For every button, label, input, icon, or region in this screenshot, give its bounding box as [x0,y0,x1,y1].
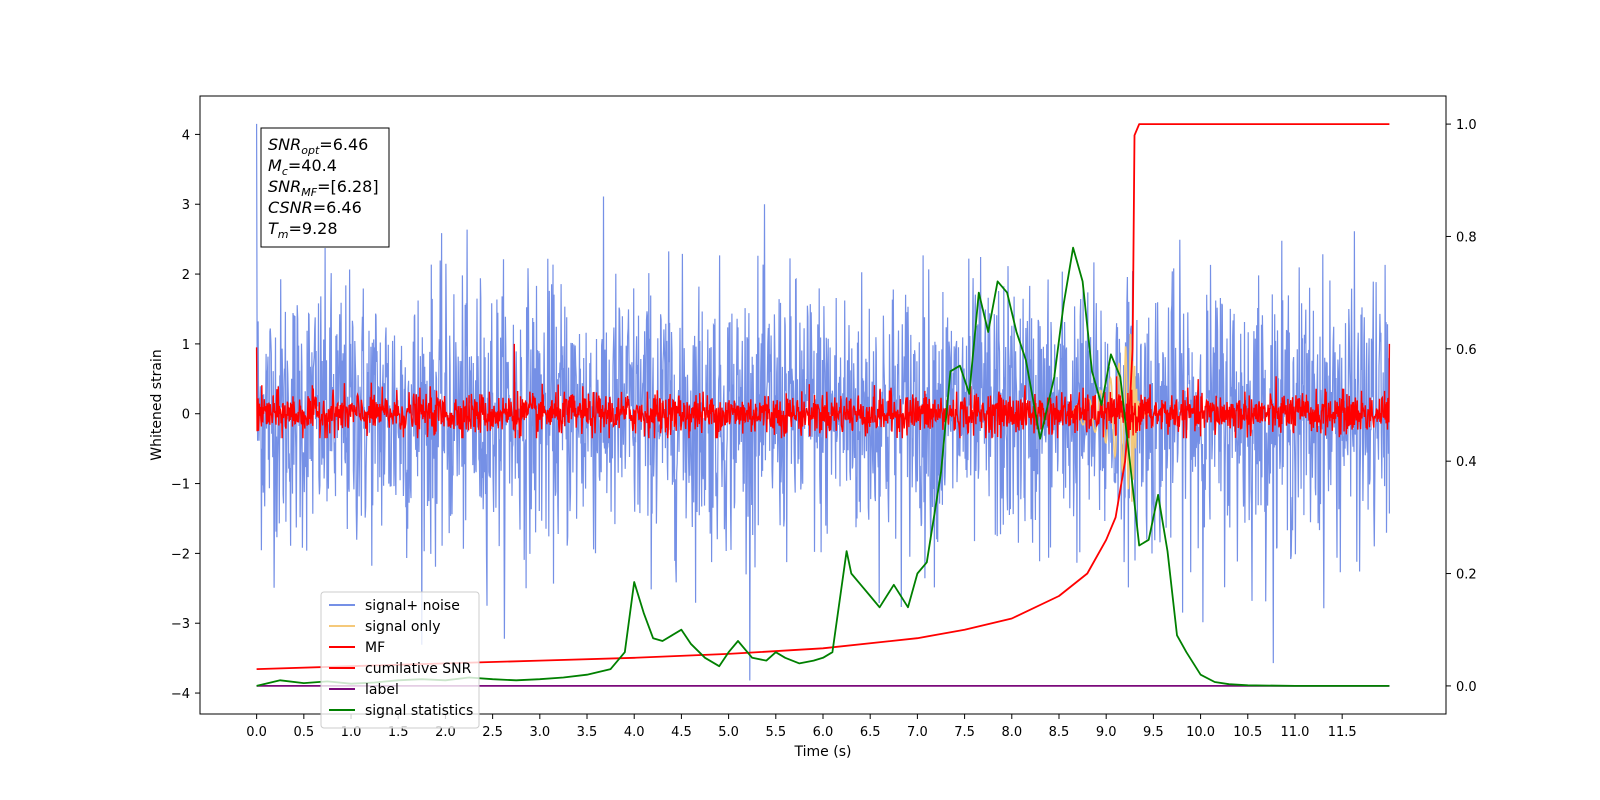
y-left-tick-label: −2 [171,547,190,562]
x-tick-label: 7.0 [907,725,928,740]
x-tick-label: 10.0 [1186,725,1215,740]
legend-label-signal-noise: signal+ noise [365,598,460,614]
info-line: CSNR=6.46 [268,198,362,217]
x-axis: 0.0 0.5 1.0 1.5 2.0 2.5 3.0 3.5 4.0 4.5 5.0 5.5 6.0 6… [246,714,1357,740]
legend-label-mf: MF [365,640,385,656]
y-right-tick-label: 0.8 [1456,230,1477,245]
x-tick-label: 2.5 [482,725,503,740]
x-tick-label: 5.5 [765,725,786,740]
x-tick-label: 9.0 [1096,725,1117,740]
x-axis-title: Time (s) [794,744,852,760]
x-tick-label: 4.5 [671,725,692,740]
legend: signal+ noise signal only MF cumilative SNR… [320,591,480,729]
x-tick-label: 5.0 [718,725,739,740]
y-left-tick-label: 4 [182,128,190,143]
legend-label-signal-statistics: signal statistics [365,703,473,719]
y-right-tick-label: 1.0 [1456,118,1477,133]
x-tick-label: 1.5 [388,725,409,740]
series-signal-noise [256,123,1390,681]
x-tick-label: 0.0 [246,725,267,740]
x-tick-label: 7.5 [954,725,975,740]
x-tick-label: 6.0 [813,725,834,740]
x-tick-label: 8.5 [1049,725,1070,740]
y-left-tick-label: −4 [171,687,190,702]
y-axis-left: −4 −3 −2 −1 0 1 2 3 4 [171,128,200,702]
series-mf [255,343,1391,439]
series-cumilative-snr [256,123,1390,670]
x-tick-label: 11.0 [1280,725,1309,740]
y-right-tick-label: 0.0 [1456,680,1477,695]
x-tick-label: 3.0 [529,725,550,740]
x-tick-label: 4.0 [624,725,645,740]
series-layer [255,123,1391,687]
info-line: Tm=9.28 [268,219,338,241]
legend-label-cumilative-snr: cumilative SNR [365,661,472,677]
x-tick-label: 8.0 [1001,725,1022,740]
y-right-tick-label: 0.6 [1456,343,1477,358]
y-axis-right: 0.0 0.2 0.4 0.6 0.8 1.0 [1446,118,1477,695]
y-left-tick-label: 3 [182,198,190,213]
series-signal-statistics [256,246,1390,687]
y-right-tick-label: 0.4 [1456,455,1477,470]
legend-frame [320,591,480,729]
x-tick-label: 10.5 [1233,725,1262,740]
y-left-tick-label: 1 [182,338,190,353]
y-axis-left-title: Whitened strain [149,349,165,460]
x-tick-label: 11.5 [1328,725,1357,740]
legend-label-label: label [365,682,399,698]
info-line: SNRopt=6.46 [268,135,368,157]
y-left-tick-label: 2 [182,268,190,283]
y-left-tick-label: 0 [182,408,190,423]
x-tick-label: 1.0 [341,725,362,740]
x-tick-label: 6.5 [860,725,881,740]
legend-label-signal-only: signal only [365,619,440,635]
x-tick-label: 9.5 [1143,725,1164,740]
info-box-frame [260,127,390,248]
y-right-tick-label: 0.2 [1456,568,1477,583]
info-line: Mc=40.4 [268,156,337,178]
x-tick-label: 3.5 [577,725,598,740]
info-line: SNRMF=[6.28] [268,177,379,199]
y-left-tick-label: −3 [171,617,190,632]
x-tick-label: 0.5 [293,725,314,740]
y-left-tick-label: −1 [171,478,190,493]
x-tick-label: 2.0 [435,725,456,740]
